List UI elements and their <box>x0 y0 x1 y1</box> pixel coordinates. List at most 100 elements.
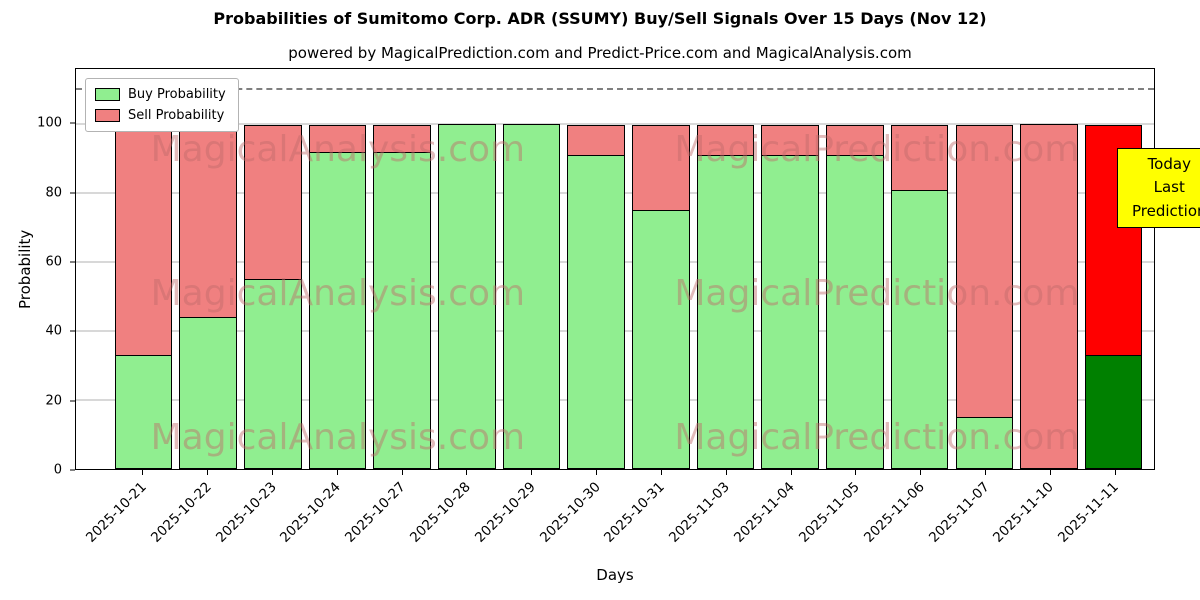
buy-segment <box>890 189 949 469</box>
sell-segment <box>243 125 302 281</box>
x-tick-label: 2025-10-24 <box>277 479 345 546</box>
x-tick-mark <box>466 470 468 475</box>
buy-segment <box>632 210 690 469</box>
y-tick-mark <box>70 330 75 332</box>
x-tick-mark <box>596 470 598 475</box>
stacked-bar <box>308 69 367 469</box>
x-axis-label: Days <box>596 566 634 584</box>
x-tick-label: 2025-10-27 <box>342 479 409 546</box>
stacked-bar <box>955 69 1014 469</box>
x-tick-label: 2025-11-05 <box>795 479 863 546</box>
legend-swatch <box>95 88 120 101</box>
stacked-bar <box>1020 69 1078 469</box>
sell-segment <box>1020 124 1078 469</box>
stacked-bar <box>890 69 949 469</box>
x-tick-mark <box>207 470 209 475</box>
x-tick-mark <box>1049 470 1051 475</box>
x-tick-label: 2025-11-11 <box>1055 479 1122 546</box>
buy-segment <box>761 155 819 469</box>
x-tick-mark <box>855 470 857 475</box>
stacked-bar <box>567 69 625 469</box>
bar-2025-10-24 <box>305 69 370 469</box>
stacked-bar <box>761 69 819 469</box>
sell-segment <box>696 125 755 157</box>
bar-2025-10-28 <box>434 69 499 469</box>
plot-area: MagicalAnalysis.com MagicalPrediction.com… <box>75 68 1200 470</box>
buy-segment <box>114 355 173 469</box>
x-tick-mark <box>660 470 662 475</box>
y-tick-label: 100 <box>37 115 62 131</box>
sell-segment <box>308 125 367 153</box>
today-annotation-line2: Last Prediction <box>1132 178 1200 220</box>
x-tick-label: 2025-11-07 <box>925 479 993 546</box>
stacked-bar <box>502 69 561 469</box>
stacked-bar <box>632 69 690 469</box>
x-tick-mark <box>336 470 338 475</box>
sell-segment <box>567 125 625 157</box>
x-tick-label: 2025-11-06 <box>860 479 928 546</box>
sell-segment <box>890 125 949 191</box>
bar-2025-11-04 <box>758 69 823 469</box>
y-axis-ticks: 0 20 40 60 80 100 <box>0 68 75 478</box>
x-axis-ticks-inner: 2025-10-21 2025-10-22 2025-10-23 2025-10-24… <box>83 470 1147 590</box>
bar-2025-10-31 <box>629 69 694 469</box>
x-tick-mark <box>531 470 533 475</box>
buy-segment <box>567 155 625 469</box>
bar-2025-10-30 <box>564 69 629 469</box>
buy-segment <box>955 417 1014 469</box>
sell-segment <box>114 125 173 357</box>
bar-2025-10-23 <box>240 69 305 469</box>
buy-segment <box>826 155 884 469</box>
stacked-bar <box>373 69 431 469</box>
stacked-bar <box>243 69 302 469</box>
x-tick-mark <box>725 470 727 475</box>
x-tick-label: 2025-11-04 <box>731 479 798 546</box>
legend-item: Buy Probability <box>95 87 226 102</box>
chart-title: Probabilities of Sumitomo Corp. ADR (SSU… <box>213 9 987 28</box>
x-tick-mark <box>790 470 792 475</box>
bar-2025-10-29 <box>499 69 564 469</box>
y-tick-mark <box>70 122 75 124</box>
bar-2025-11-03 <box>693 69 758 469</box>
y-tick-mark <box>70 192 75 194</box>
x-tick-label: 2025-11-03 <box>666 479 734 546</box>
y-tick-label: 20 <box>45 393 62 409</box>
x-tick-label: 2025-10-29 <box>471 479 539 546</box>
y-tick-label: 60 <box>45 254 62 270</box>
y-tick-label: 0 <box>53 462 62 478</box>
x-tick-label: 2025-11-10 <box>990 479 1058 546</box>
bars-container <box>111 69 1146 469</box>
buy-segment <box>243 279 302 469</box>
stacked-bar <box>696 69 755 469</box>
y-tick-mark <box>70 400 75 402</box>
sell-segment <box>179 125 237 319</box>
buy-segment <box>308 151 367 469</box>
buy-segment <box>373 151 431 469</box>
legend-label: Buy Probability <box>128 87 226 102</box>
today-annotation-line1: Today <box>1147 155 1191 173</box>
chart-subtitle: powered by MagicalPrediction.com and Pre… <box>288 44 912 62</box>
x-tick-label: 2025-10-31 <box>601 479 669 546</box>
today-annotation: Today Last Prediction <box>1117 148 1200 228</box>
bar-2025-10-27 <box>370 69 435 469</box>
buy-segment <box>438 124 496 469</box>
x-tick-mark <box>1114 470 1116 475</box>
sell-segment <box>826 125 884 157</box>
x-tick-label: 2025-10-21 <box>82 479 150 546</box>
legend-label: Sell Probability <box>128 108 225 123</box>
x-tick-label: 2025-10-23 <box>212 479 280 546</box>
legend-swatch <box>95 109 120 122</box>
x-tick-mark <box>272 470 274 475</box>
legend-item: Sell Probability <box>95 108 226 123</box>
sell-segment <box>955 125 1014 419</box>
x-tick-label: 2025-10-22 <box>147 479 215 546</box>
buy-segment <box>502 124 561 469</box>
x-tick-mark <box>142 470 144 475</box>
stacked-bar <box>438 69 496 469</box>
legend: Buy Probability Sell Probability <box>85 78 239 132</box>
today-buy-segment <box>1084 355 1143 469</box>
buy-segment <box>696 155 755 469</box>
buy-segment <box>179 317 237 469</box>
stacked-bar <box>1084 69 1143 469</box>
